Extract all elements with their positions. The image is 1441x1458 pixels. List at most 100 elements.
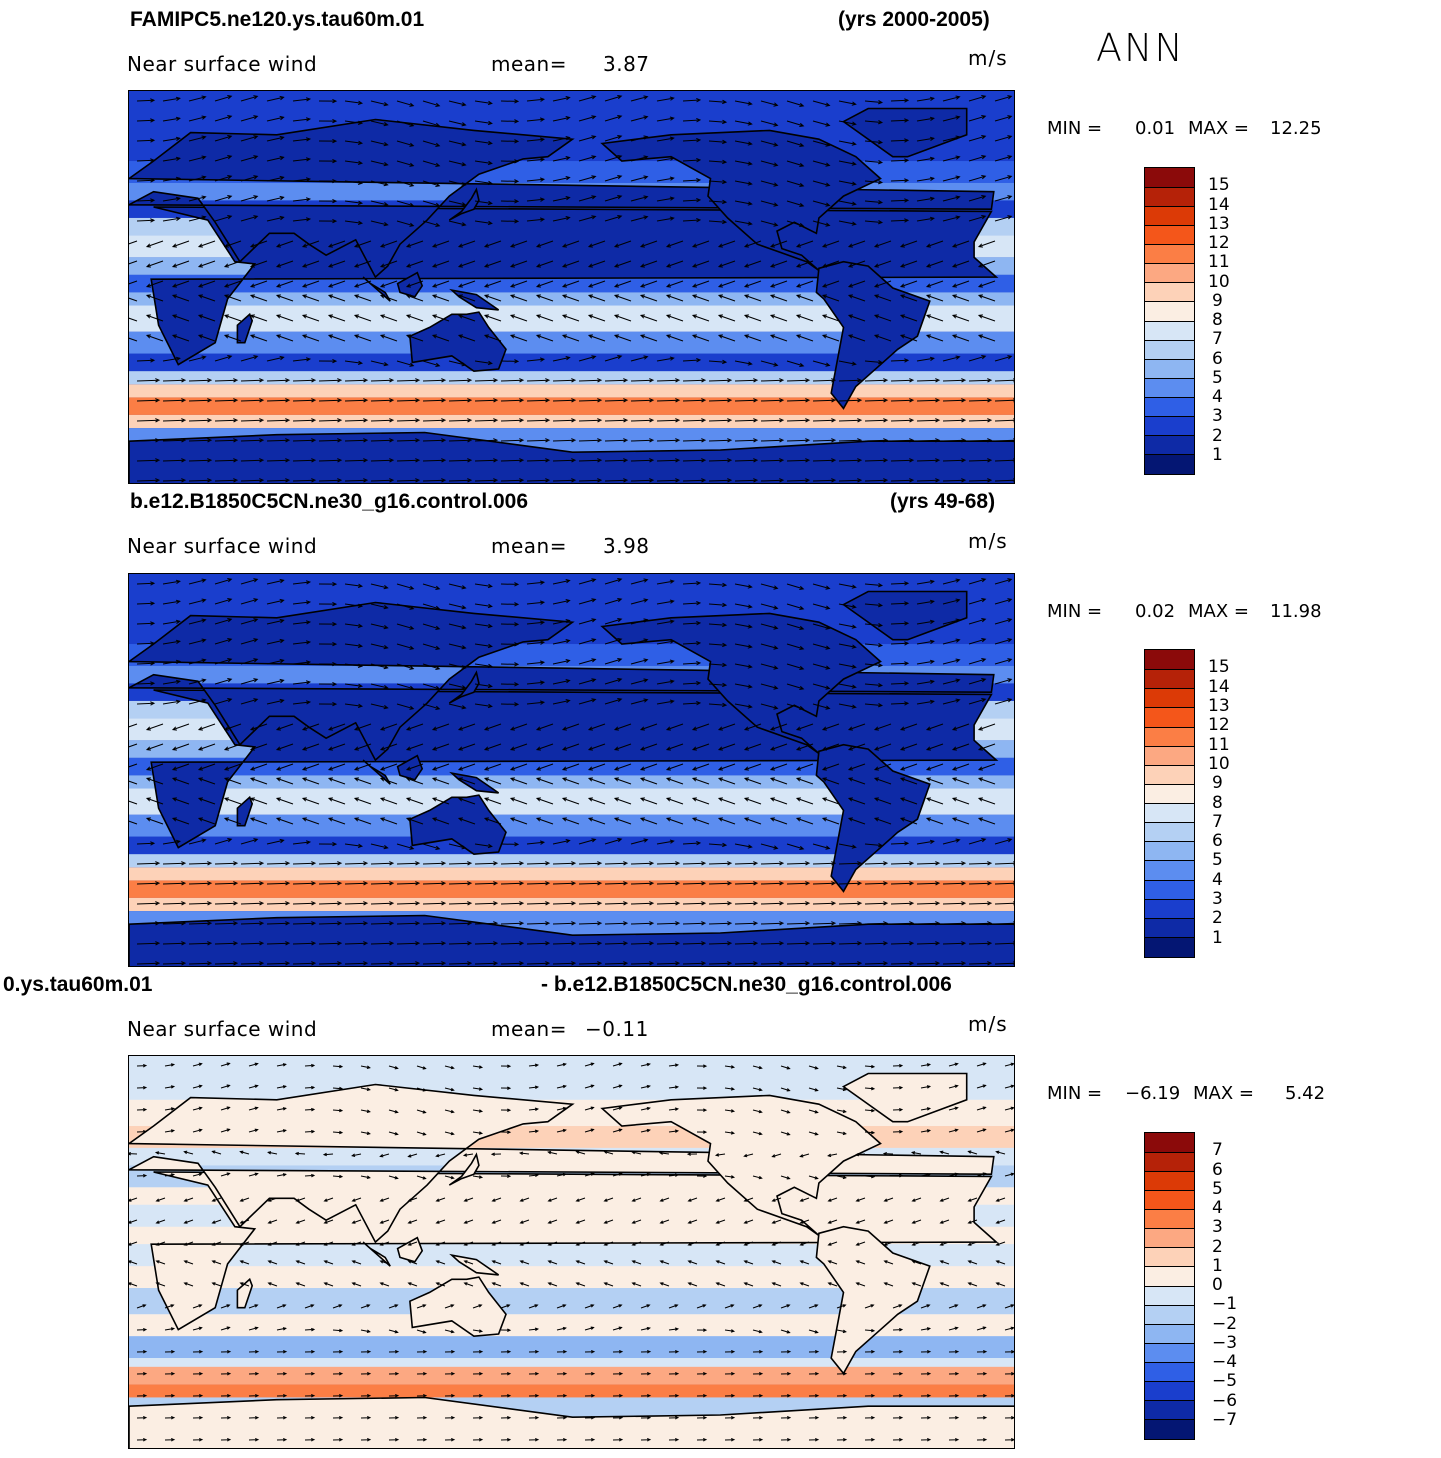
- wind-arrow: [301, 260, 320, 268]
- wind-arrow: [171, 743, 190, 751]
- wind-arrow: [920, 1350, 932, 1354]
- wind-arrow: [612, 1084, 623, 1089]
- wind-arrow: [916, 96, 935, 102]
- wind-arrow: [474, 360, 493, 366]
- wind-arrow: [656, 921, 681, 926]
- wind-arrow: [266, 195, 285, 202]
- wind-arrow: [275, 240, 294, 248]
- wind-arrow: [696, 1372, 708, 1376]
- wind-arrow: [214, 215, 233, 222]
- wind-arrow: [827, 1241, 838, 1246]
- wind-arrow: [864, 662, 884, 668]
- wind-arrow: [396, 458, 421, 463]
- wind-arrow: [304, 1173, 316, 1178]
- wind-arrow: [708, 199, 728, 205]
- wind-arrow: [795, 817, 814, 825]
- wind-arrow: [422, 881, 447, 886]
- wind-arrow: [883, 1260, 894, 1265]
- wind-arrow: [873, 743, 892, 751]
- wind-arrow: [526, 660, 546, 665]
- wind-arrow: [925, 763, 944, 771]
- wind-arrow: [668, 1107, 680, 1111]
- wind-arrow: [416, 1416, 428, 1420]
- wind-arrow: [967, 1150, 978, 1155]
- wind-arrow: [136, 1129, 148, 1134]
- wind-arrow: [188, 378, 213, 383]
- wind-arrow: [188, 215, 207, 222]
- wind-arrow: [360, 1109, 371, 1113]
- wind-arrow: [682, 398, 707, 403]
- wind-arrow: [603, 1150, 614, 1155]
- wind-arrow: [916, 659, 935, 665]
- wind-arrow: [192, 1106, 203, 1111]
- wind-arrow: [197, 743, 216, 751]
- wind-arrow: [344, 921, 369, 926]
- wind-arrow: [604, 658, 623, 665]
- wind-arrow: [379, 723, 398, 731]
- wind-arrow: [304, 1372, 316, 1376]
- colorbar-tick-label: 13: [1208, 695, 1230, 716]
- wind-arrow: [995, 1260, 1006, 1265]
- wind-arrow: [396, 398, 421, 403]
- wind-arrow: [613, 314, 632, 322]
- wind-arrow: [968, 215, 987, 222]
- wind-arrow: [724, 1304, 735, 1309]
- colorbar-tick-label: −7: [1212, 1409, 1238, 1430]
- wind-arrow: [370, 603, 389, 610]
- wind-arrow: [416, 1350, 428, 1354]
- wind-arrow: [223, 314, 242, 322]
- wind-arrow: [994, 115, 1013, 122]
- wind-arrow: [968, 698, 987, 705]
- wind-arrow: [416, 1438, 428, 1442]
- wind-arrow: [612, 1372, 624, 1376]
- wind-arrow: [145, 723, 164, 731]
- wind-arrow: [136, 921, 161, 926]
- wind-arrow: [968, 95, 987, 102]
- wind-arrow: [578, 618, 597, 625]
- continent-outline: [396, 754, 424, 781]
- wind-arrow: [604, 175, 623, 182]
- wind-arrow: [838, 160, 857, 166]
- wind-arrow: [472, 1109, 484, 1113]
- wind-arrow: [292, 458, 317, 463]
- wind-arrow: [780, 1372, 792, 1376]
- wind-arrow: [656, 356, 675, 362]
- wind-speed-band: [129, 1384, 1014, 1398]
- wind-arrow: [916, 901, 941, 906]
- wind-arrow: [696, 1350, 708, 1354]
- wind-arrow: [472, 1065, 484, 1069]
- wind-arrow: [578, 678, 597, 685]
- wind-arrow: [136, 1416, 148, 1420]
- wind-arrow: [967, 1219, 978, 1224]
- wind-arrow: [665, 797, 684, 805]
- wind-arrow: [396, 100, 415, 107]
- colorbar-swatch: [1145, 339, 1194, 360]
- wind-arrow: [145, 294, 164, 302]
- wind-arrow: [526, 357, 546, 362]
- wind-arrow: [890, 378, 915, 383]
- wind-arrow: [864, 1086, 876, 1091]
- wind-arrow: [528, 1129, 540, 1134]
- wind-arrow: [771, 1260, 782, 1265]
- wind-arrow: [500, 179, 520, 184]
- wind-arrow: [292, 177, 312, 182]
- wind-arrow: [873, 260, 892, 268]
- wind-arrow: [145, 817, 164, 825]
- wind-arrow: [129, 1260, 138, 1265]
- colorbar-swatch: [1145, 745, 1194, 766]
- wind-arrow: [899, 334, 918, 342]
- wind-arrow: [630, 578, 649, 585]
- wind-arrow: [968, 175, 987, 182]
- wind-arrow: [491, 1197, 502, 1202]
- wind-arrow: [240, 961, 265, 966]
- wind-arrow: [240, 215, 259, 222]
- wind-arrow: [448, 583, 467, 590]
- wind-arrow: [431, 743, 450, 751]
- wind-arrow: [920, 1416, 932, 1420]
- wind-arrow: [136, 1063, 148, 1068]
- wind-arrow: [547, 1282, 558, 1287]
- wind-arrow: [584, 1106, 595, 1111]
- colorbar-tick-label: 7: [1212, 329, 1223, 350]
- wind-arrow: [535, 723, 554, 731]
- wind-arrow: [528, 1327, 540, 1332]
